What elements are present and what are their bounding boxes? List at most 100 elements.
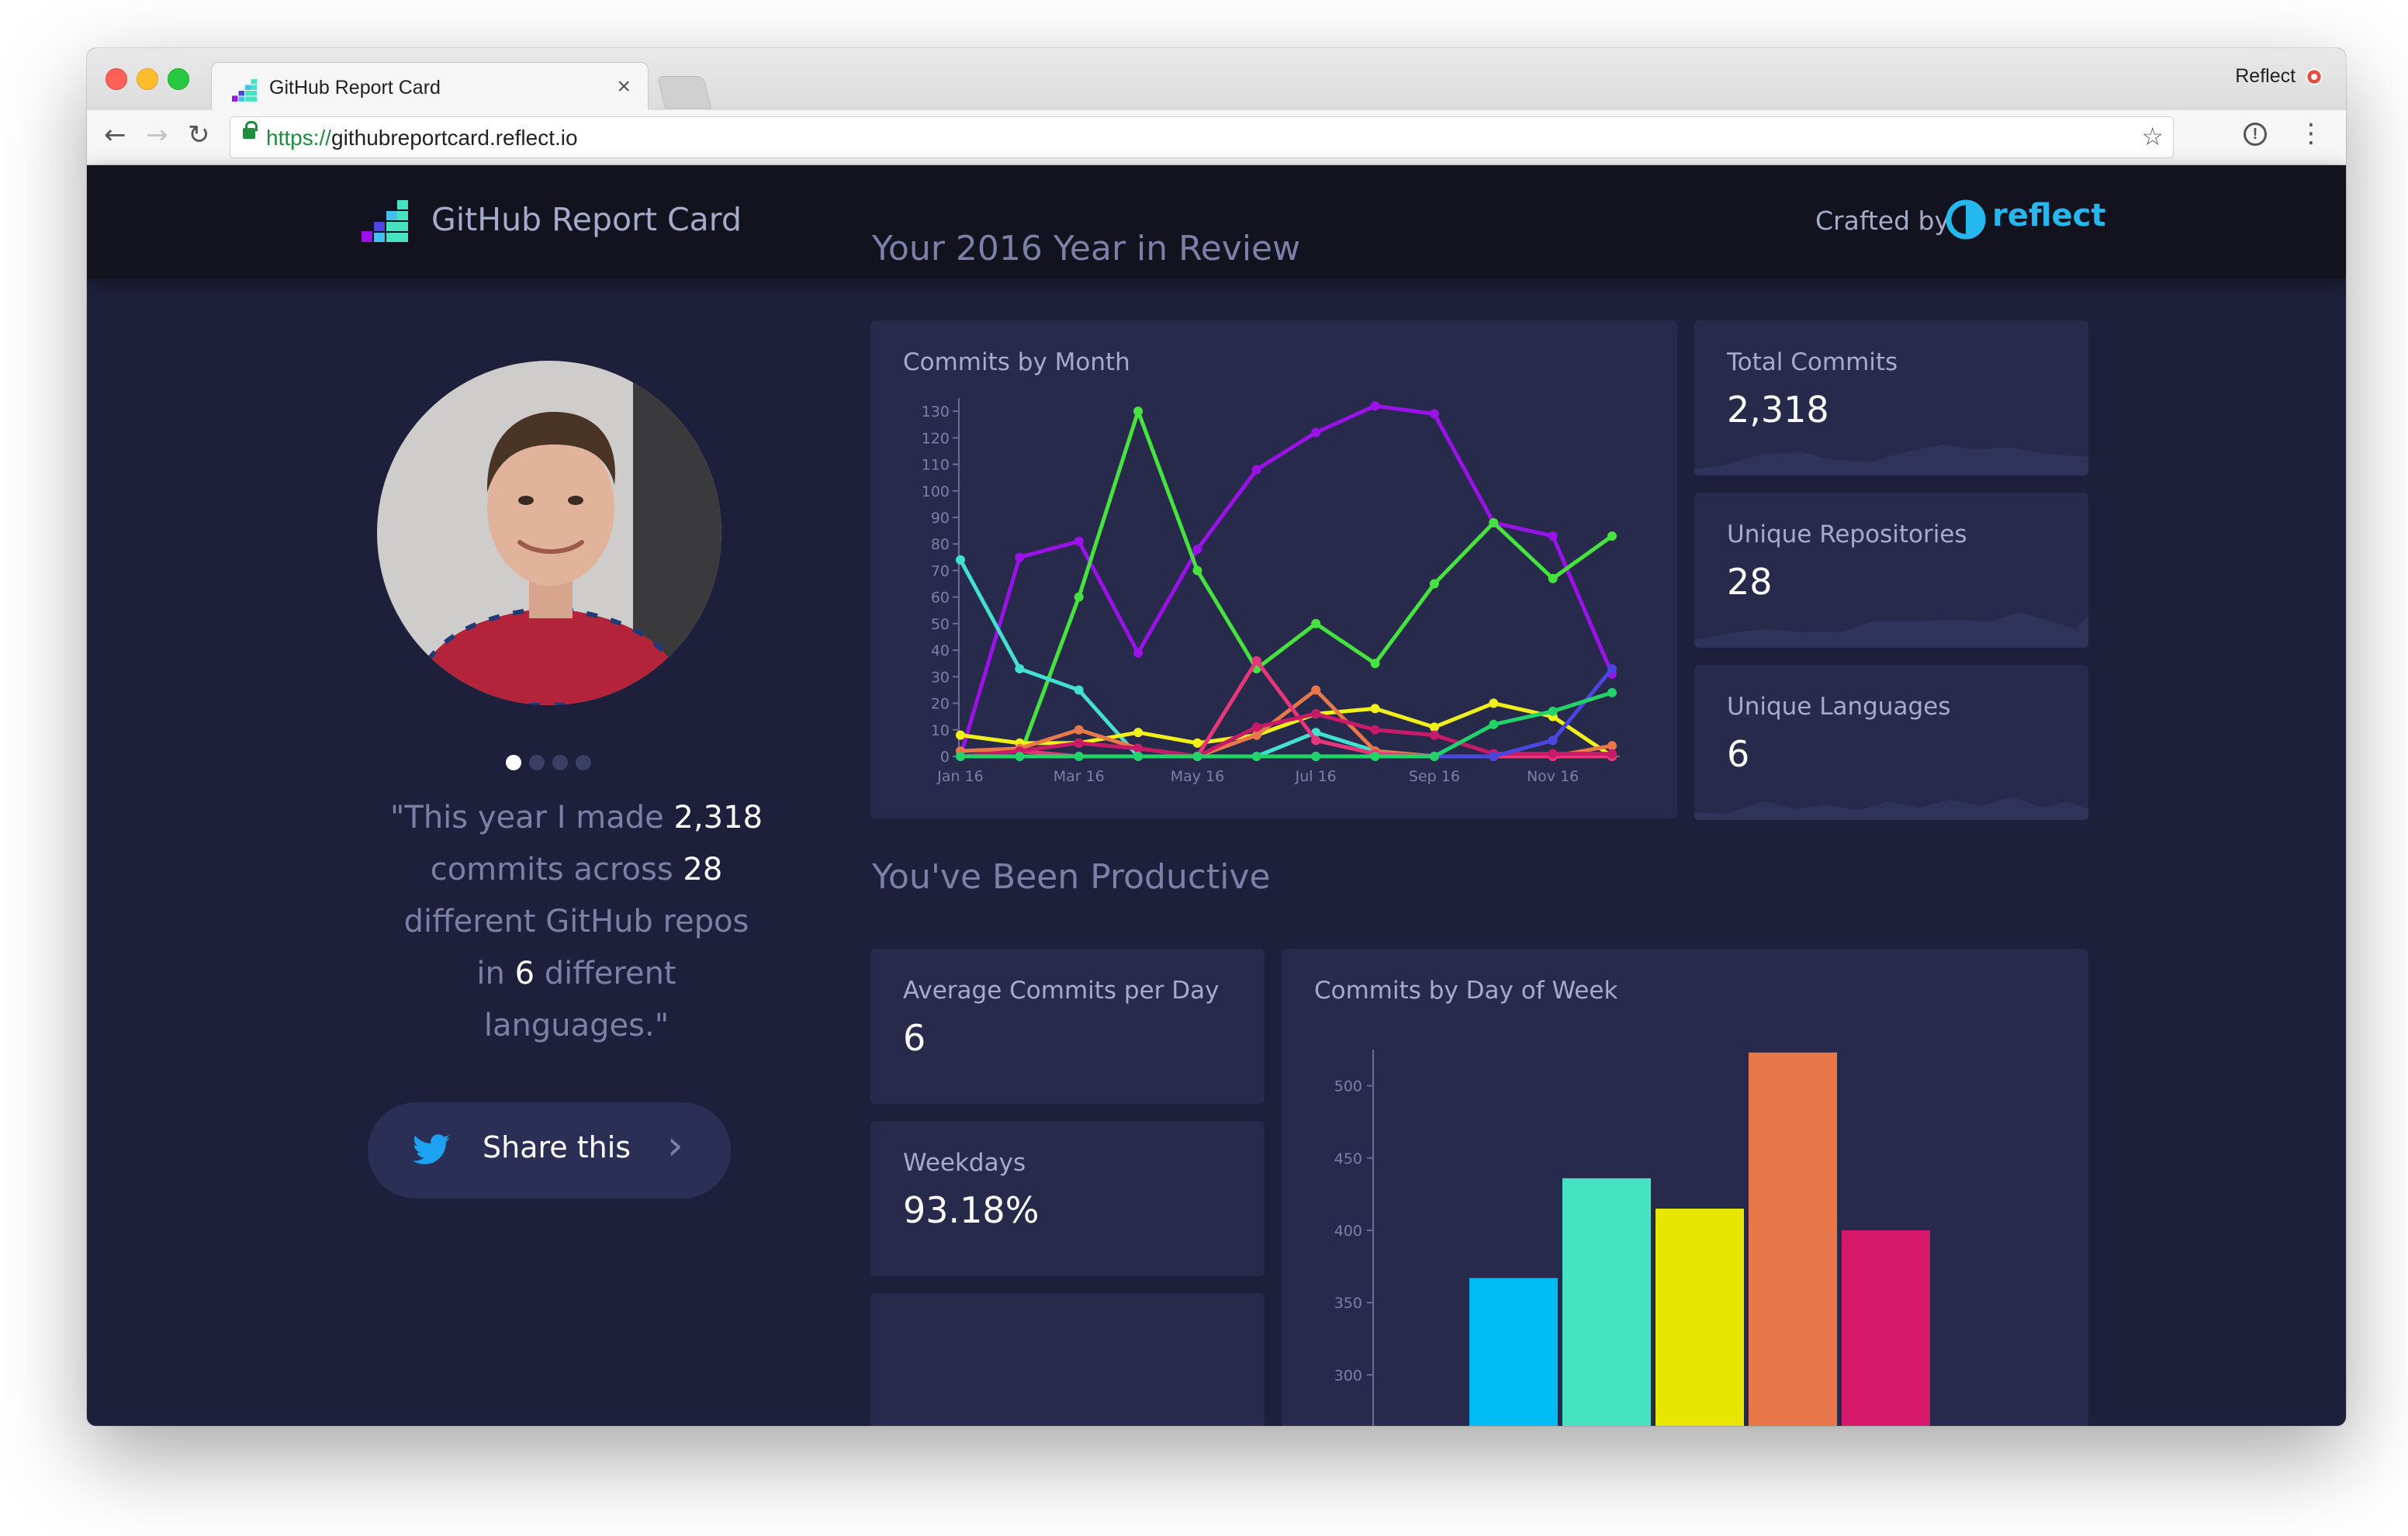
- series-3-point: [1015, 664, 1025, 674]
- commits-by-month-card: Commits by Month 0 10 20 30 40 50 60 70 80 90 100 1…: [870, 320, 1677, 818]
- series-4-point: [956, 730, 965, 740]
- series-9-point: [1489, 719, 1499, 729]
- unique-repos-sparkline: [1694, 612, 2088, 648]
- series-6-point: [1311, 735, 1321, 746]
- series-4-point: [1370, 704, 1380, 714]
- series-9-point: [1192, 752, 1202, 761]
- series-9-point: [1429, 752, 1439, 761]
- avatar-portrait-icon: [377, 361, 721, 705]
- y-tick-label: 10: [931, 722, 950, 739]
- reflect-logo-icon[interactable]: [1946, 199, 1986, 240]
- total-commits-value: 2,318: [1727, 389, 1829, 431]
- x-tick-label: Jan 16: [936, 768, 984, 785]
- avg-commits-label: Average Commits per Day: [903, 977, 1220, 1005]
- report-card-logo-icon[interactable]: [362, 200, 408, 244]
- series-2-point: [1489, 517, 1499, 528]
- series-9-point: [1251, 752, 1261, 761]
- series-2-point: [1370, 659, 1380, 669]
- series-1-point: [1370, 401, 1380, 411]
- series-2-point: [1548, 573, 1558, 583]
- x-tick-label: Jul 16: [1295, 768, 1337, 785]
- unique-languages-sparkline: [1694, 797, 2088, 820]
- y-tick-label: 400: [1334, 1223, 1362, 1240]
- series-4-point: [1429, 722, 1439, 732]
- series-line-9: [960, 690, 1613, 759]
- total-commits-label: Total Commits: [1727, 348, 1898, 376]
- y-tick-label: 30: [931, 669, 950, 686]
- series-1-point: [1192, 545, 1202, 555]
- total-commits-card: Total Commits 2,318: [1694, 320, 2088, 476]
- bookmark-star-icon[interactable]: ☆: [2141, 122, 2164, 151]
- browser-profile-button[interactable]: Reflect: [2235, 65, 2323, 88]
- carousel-dot-1[interactable]: [506, 755, 521, 770]
- zoom-window-button[interactable]: [168, 68, 189, 90]
- series-3-point: [956, 555, 965, 565]
- commits-by-month-chart: 0 10 20 30 40 50 60 70 80 90 100 110 120 130 Jan 16 Mar…: [922, 398, 1620, 785]
- forward-arrow-icon[interactable]: →: [146, 119, 168, 150]
- site-header: GitHub Report Card Crafted by reflect: [87, 165, 2346, 278]
- quote-commits: 2,318: [673, 800, 763, 835]
- series-5-point: [1251, 730, 1261, 740]
- extension-info-icon[interactable]: !: [2244, 123, 2267, 146]
- series-9-point: [1015, 752, 1025, 761]
- series-2-point: [1192, 566, 1202, 576]
- carousel-dot-2[interactable]: [529, 755, 545, 770]
- weekdays-card: Weekdays 93.18%: [870, 1121, 1265, 1276]
- browser-menu-icon[interactable]: ⋮: [2298, 118, 2324, 149]
- browser-toolbar: ← → ↻ https://githubreportcard.reflect.i…: [87, 110, 2346, 165]
- series-line-2: [960, 409, 1614, 759]
- reload-icon[interactable]: ↻: [188, 119, 210, 150]
- quote-repos: 28: [683, 852, 723, 887]
- report-card-favicon-icon: [232, 79, 257, 102]
- series-7-point: [1429, 730, 1439, 740]
- series-9-point: [1133, 752, 1143, 761]
- weekdays-value: 93.18%: [903, 1189, 1040, 1231]
- share-label: Share this: [483, 1130, 631, 1164]
- series-1-point: [1074, 536, 1084, 546]
- day-bar-1: [1469, 1278, 1558, 1426]
- y-tick-label: 0: [940, 749, 950, 766]
- series-7-point: [1548, 749, 1558, 759]
- back-arrow-icon[interactable]: ←: [104, 119, 126, 150]
- x-tick-label: May 16: [1171, 768, 1225, 785]
- y-tick-label: 300: [1334, 1367, 1362, 1384]
- series-9-point: [1311, 752, 1321, 761]
- browser-window: GitHub Report Card × Reflect ← → ↻ https…: [87, 48, 2346, 1426]
- url-scheme: https://: [266, 126, 332, 150]
- series-2-point: [1074, 592, 1084, 602]
- y-tick-label: 100: [922, 483, 950, 500]
- carousel-dot-3[interactable]: [552, 755, 568, 770]
- x-tick-label: Sep 16: [1409, 768, 1460, 785]
- tab-close-icon[interactable]: ×: [617, 74, 631, 99]
- y-tick-label: 110: [922, 457, 950, 474]
- reflect-wordmark[interactable]: reflect: [1992, 198, 2106, 234]
- carousel-dot-4[interactable]: [576, 755, 591, 770]
- series-8-point: [1489, 752, 1499, 761]
- brand-name[interactable]: GitHub Report Card: [431, 201, 742, 238]
- reflect-profile-icon: [2306, 68, 2323, 86]
- series-line-1: [958, 403, 1614, 757]
- series-2-point: [1429, 579, 1439, 589]
- close-window-button[interactable]: [106, 68, 127, 90]
- profile-label: Reflect: [2235, 65, 2296, 87]
- day-bar-3: [1656, 1209, 1744, 1426]
- unique-languages-card: Unique Languages 6: [1694, 665, 2088, 820]
- new-tab-button[interactable]: [656, 76, 712, 109]
- series-7-point: [1370, 725, 1380, 735]
- x-tick-label: Mar 16: [1054, 768, 1105, 785]
- series-9-point: [1607, 687, 1617, 697]
- y-tick-label: 80: [931, 536, 950, 553]
- quote-text-3: different GitHub repos in: [403, 904, 749, 991]
- share-button[interactable]: Share this ›: [368, 1102, 731, 1199]
- y-tick-label: 500: [1334, 1078, 1362, 1095]
- unique-languages-label: Unique Languages: [1727, 693, 1951, 721]
- minimize-window-button[interactable]: [137, 68, 158, 90]
- series-4-point: [1133, 728, 1143, 738]
- browser-tab-active[interactable]: GitHub Report Card ×: [211, 62, 649, 111]
- y-tick-label: 40: [931, 642, 950, 659]
- url-text[interactable]: https://githubreportcard.reflect.io: [266, 126, 578, 150]
- series-9-point: [1548, 706, 1558, 716]
- avg-commits-card: Average Commits per Day 6: [870, 949, 1265, 1104]
- series-7-point: [1074, 738, 1084, 748]
- address-bar[interactable]: https://githubreportcard.reflect.io ☆: [230, 116, 2174, 158]
